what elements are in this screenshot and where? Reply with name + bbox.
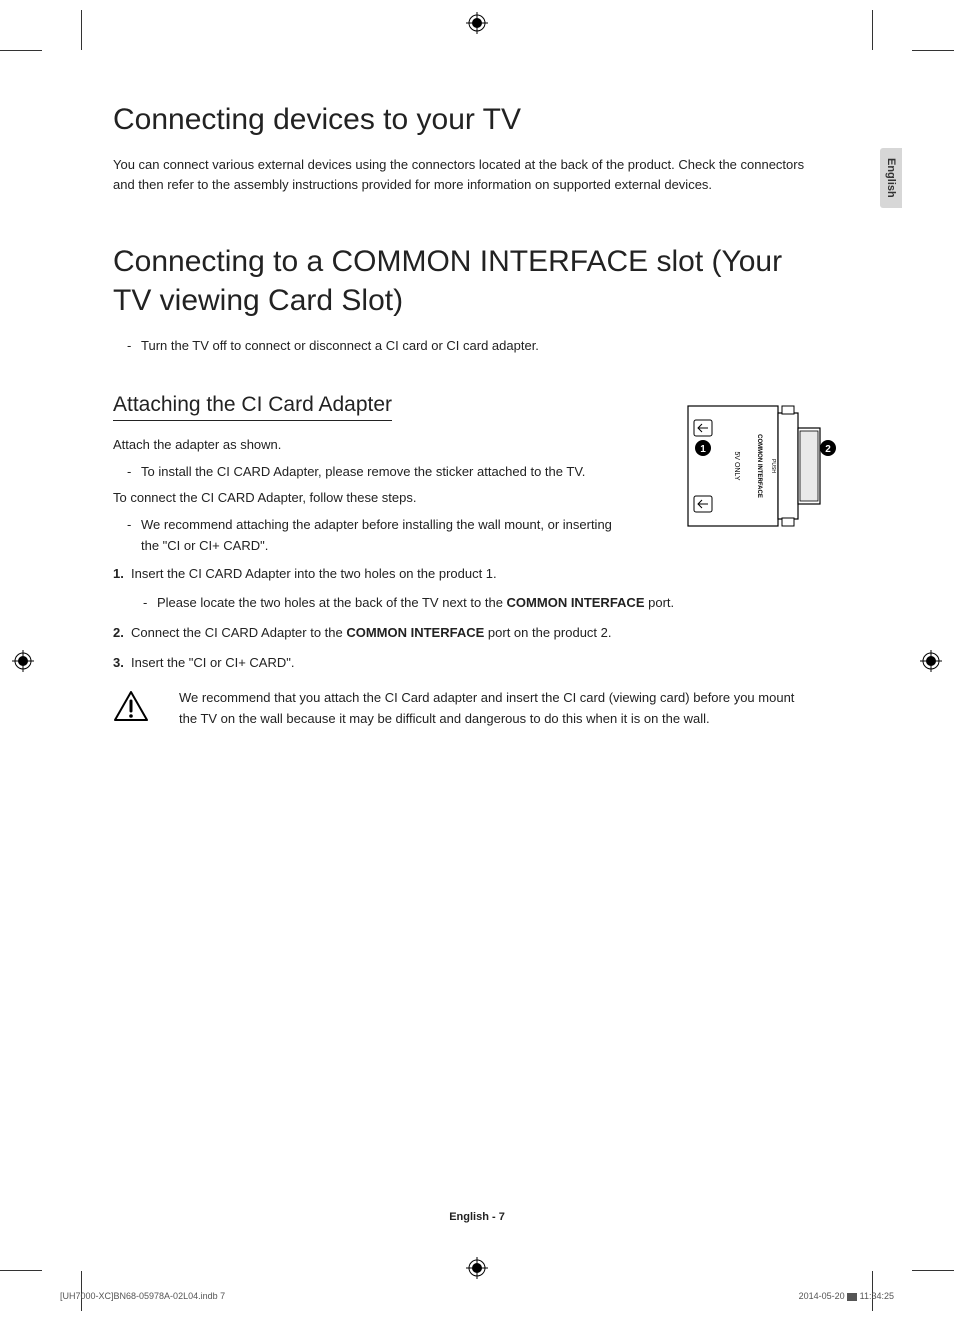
heading-attaching-adapter: Attaching the CI Card Adapter xyxy=(113,393,392,421)
text: Connect the CI CARD Adapter to the xyxy=(131,625,346,640)
step-2: 2. Connect the CI CARD Adapter to the CO… xyxy=(113,622,813,644)
svg-text:2: 2 xyxy=(825,444,831,455)
warning-note: We recommend that you attach the CI Card… xyxy=(113,688,813,730)
svg-text:5V ONLY: 5V ONLY xyxy=(733,451,740,480)
svg-text:1: 1 xyxy=(700,444,706,455)
registration-mark-icon xyxy=(920,650,942,672)
ci-adapter-diagram: 1 2 5V ONLY COMMON INTERFACE PUSH xyxy=(668,398,838,538)
crop-mark xyxy=(872,10,912,50)
text: port on the product 2. xyxy=(484,625,611,640)
heading-common-interface: Connecting to a COMMON INTERFACE slot (Y… xyxy=(113,242,813,320)
svg-text:PUSH: PUSH xyxy=(770,459,776,473)
step-number: 1. xyxy=(113,563,124,585)
text: Please locate the two holes at the back … xyxy=(157,595,507,610)
note-bullet: Turn the TV off to connect or disconnect… xyxy=(113,336,813,357)
footer-time: 11:34:25 xyxy=(860,1291,894,1301)
registration-mark-icon xyxy=(12,650,34,672)
text: port. xyxy=(645,595,675,610)
crop-mark xyxy=(42,10,82,50)
crop-mark xyxy=(0,50,42,51)
language-tab: English xyxy=(880,148,902,208)
registration-mark-icon xyxy=(466,1257,488,1279)
crop-mark xyxy=(912,1270,954,1271)
heading-connecting-devices: Connecting devices to your TV xyxy=(113,100,813,139)
body-text: Attach the adapter as shown. xyxy=(113,435,633,456)
step-3: 3. Insert the "CI or CI+ CARD". xyxy=(113,652,813,674)
footer-date: 2014-05-20 xyxy=(799,1291,848,1301)
warning-icon xyxy=(113,690,149,722)
crop-mark xyxy=(912,50,954,51)
registration-mark-icon xyxy=(466,12,488,34)
step-text: Insert the "CI or CI+ CARD". xyxy=(131,655,294,670)
bold-text: COMMON INTERFACE xyxy=(507,595,645,610)
warning-text: We recommend that you attach the CI Card… xyxy=(179,688,813,730)
crop-mark xyxy=(0,1270,42,1271)
step-number: 2. xyxy=(113,622,124,644)
body-text: To connect the CI CARD Adapter, follow t… xyxy=(113,488,633,509)
step-1: 1. Insert the CI CARD Adapter into the t… xyxy=(113,563,813,585)
step-text: Insert the CI CARD Adapter into the two … xyxy=(131,566,497,581)
bold-text: COMMON INTERFACE xyxy=(346,625,484,640)
page-number: English - 7 xyxy=(449,1211,505,1223)
step-number: 3. xyxy=(113,652,124,674)
clock-icon xyxy=(847,1293,857,1301)
svg-text:COMMON INTERFACE: COMMON INTERFACE xyxy=(756,434,762,498)
bullet-item: We recommend attaching the adapter befor… xyxy=(113,515,633,557)
bullet-item: To install the CI CARD Adapter, please r… xyxy=(113,462,633,483)
intro-paragraph: You can connect various external devices… xyxy=(113,155,813,194)
footer-filename: [UH7000-XC]BN68-05978A-02L04.indb 7 xyxy=(60,1291,225,1301)
step-1-sub: Please locate the two holes at the back … xyxy=(113,593,813,614)
manual-page: English Connecting devices to your TV Yo… xyxy=(0,0,954,1321)
footer-timestamp: 2014-05-20 11:34:25 xyxy=(799,1291,894,1301)
